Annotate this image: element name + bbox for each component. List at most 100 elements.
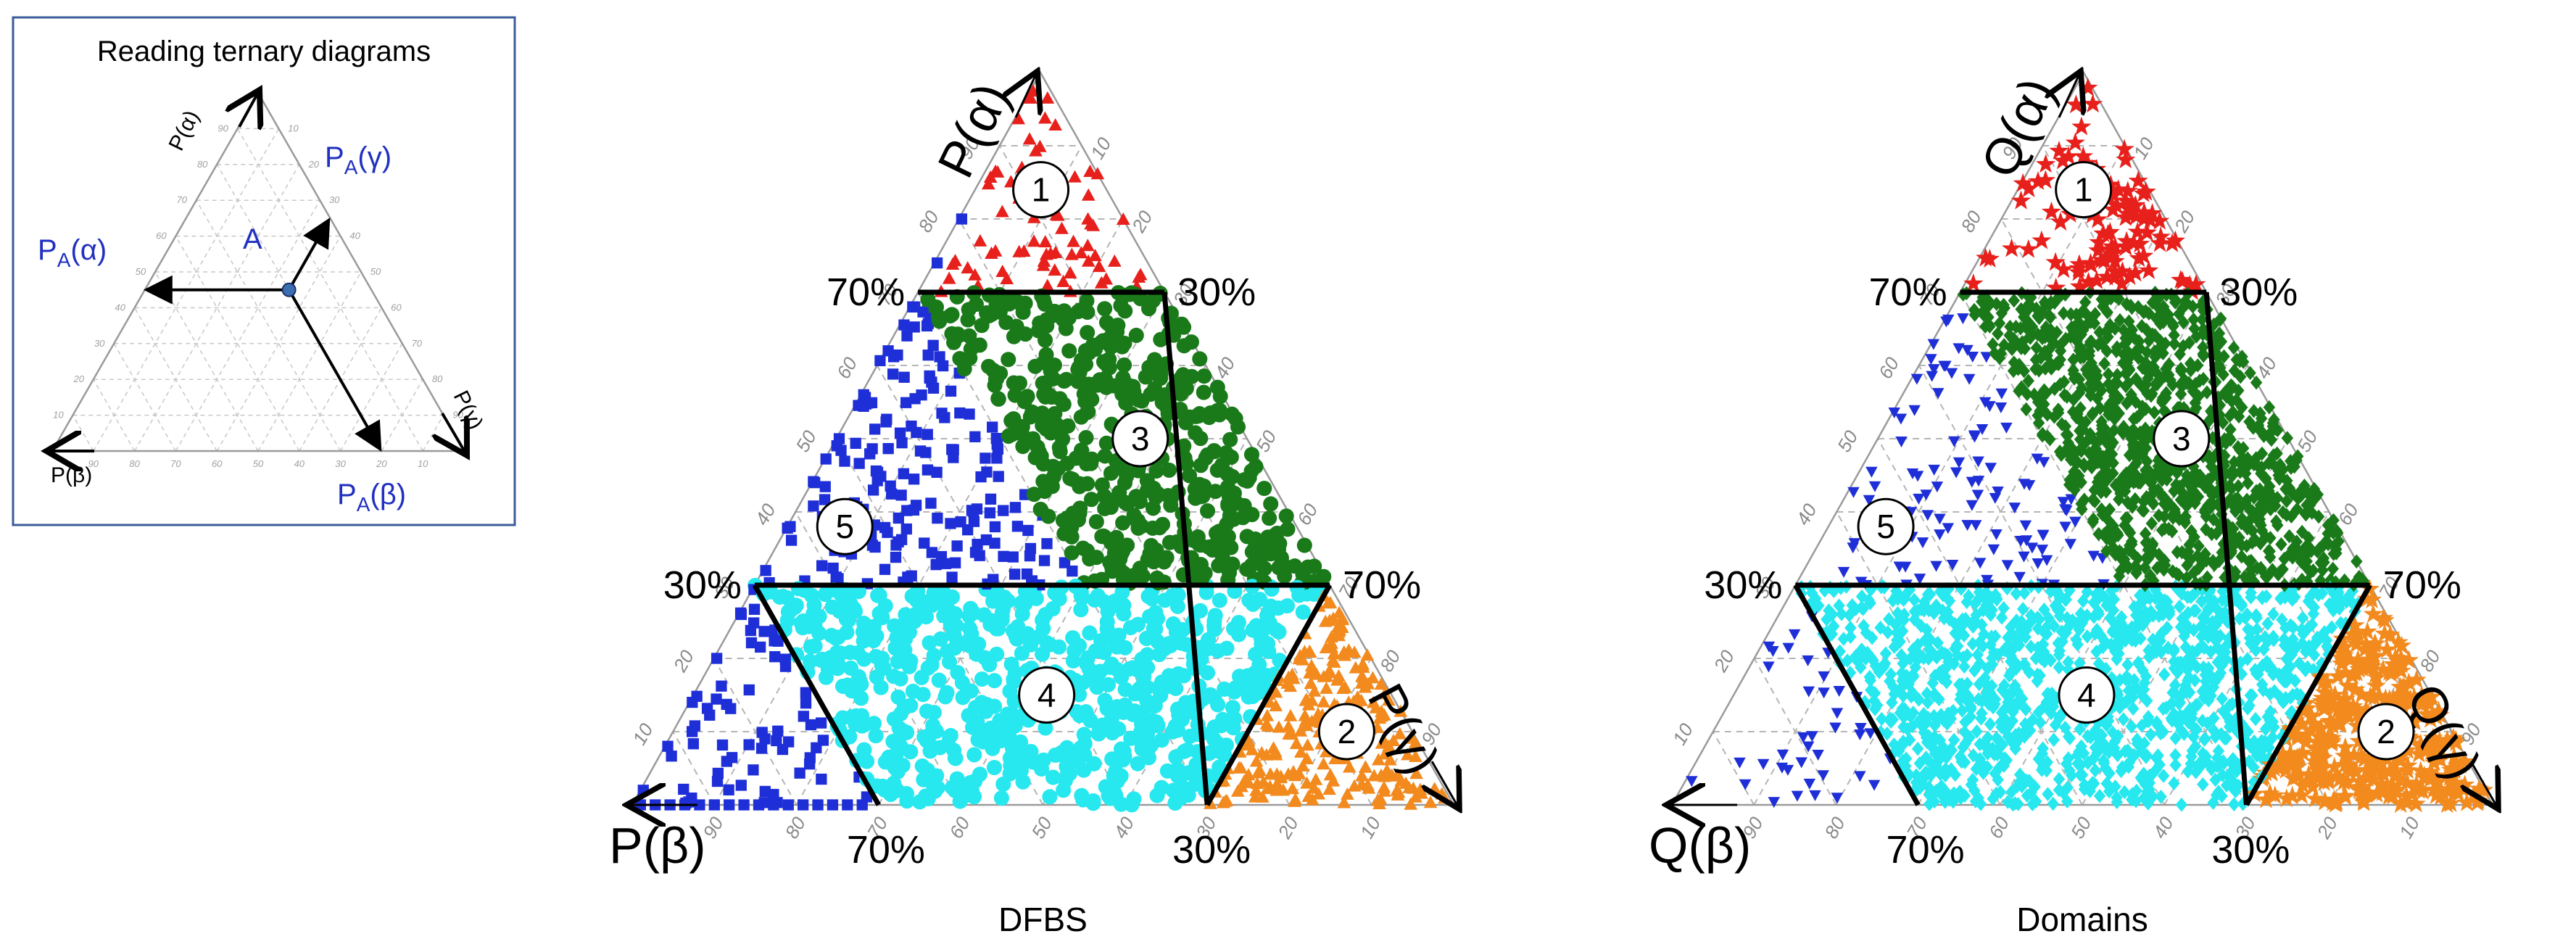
data-point: [2111, 340, 2124, 355]
data-point: [981, 177, 995, 190]
data-point: [1009, 502, 1022, 513]
data-point: [2216, 691, 2228, 706]
data-point: [2212, 744, 2225, 758]
data-point: [2351, 745, 2372, 765]
data-point: [2085, 334, 2097, 349]
data-point: [932, 740, 948, 756]
data-point: [939, 685, 955, 700]
data-point: [1995, 346, 2008, 361]
data-point: [947, 750, 963, 766]
data-point: [2302, 594, 2315, 608]
data-point: [1404, 797, 1418, 810]
chart-caption: DFBS: [998, 901, 1088, 938]
data-point: [1923, 587, 1937, 602]
data-point: [1097, 692, 1113, 708]
data-point: [2095, 421, 2108, 437]
inset-tick-label: 50: [253, 458, 264, 469]
data-point: [1289, 737, 1304, 750]
data-point: [2032, 705, 2045, 720]
data-point: [2142, 650, 2155, 664]
data-point: [689, 720, 701, 732]
data-point: [1262, 695, 1277, 708]
data-point: [1299, 714, 1313, 727]
data-point: [2268, 719, 2280, 735]
data-point: [1976, 423, 1989, 435]
data-point: [1929, 718, 1941, 733]
data-point: [868, 728, 884, 744]
data-point: [946, 334, 962, 350]
data-point: [1138, 369, 1154, 385]
inset-point-a: [281, 282, 297, 297]
data-point: [2130, 783, 2143, 798]
data-point: [1978, 758, 1990, 774]
data-point: [944, 779, 960, 795]
data-point: [2440, 759, 2461, 779]
data-point: [2065, 768, 2078, 783]
data-point: [2158, 562, 2170, 577]
data-point: [1241, 775, 1256, 788]
data-point: [2037, 741, 2049, 756]
data-point: [2078, 459, 2091, 474]
data-point: [2053, 648, 2066, 662]
tick-label-beta: 20: [1273, 813, 1303, 843]
data-point: [1913, 574, 1926, 585]
data-point: [2035, 170, 2056, 189]
data-point: [1153, 687, 1169, 703]
data-point: [1059, 455, 1075, 471]
pct-alpha-70: 70%: [827, 270, 905, 314]
data-point: [2182, 550, 2195, 565]
data-point: [2108, 592, 2121, 607]
data-point: [988, 244, 1003, 257]
data-point: [1051, 639, 1067, 655]
data-point: [1259, 716, 1274, 729]
data-point: [2102, 367, 2115, 381]
data-point: [2168, 336, 2181, 351]
data-point: [1921, 622, 1933, 637]
data-point: [2429, 780, 2449, 800]
data-point: [2093, 223, 2113, 242]
data-point: [2057, 497, 2070, 508]
data-point: [2111, 790, 2123, 805]
data-point: [898, 468, 910, 479]
data-point: [1178, 637, 1194, 653]
data-point: [1952, 343, 1965, 355]
data-point: [1865, 631, 1879, 645]
data-point: [2066, 94, 2087, 114]
data-point: [2137, 593, 2150, 608]
data-point: [887, 368, 899, 380]
data-point: [2053, 660, 2066, 675]
data-point: [2121, 396, 2133, 410]
data-point: [745, 637, 758, 649]
data-point: [926, 705, 942, 721]
data-point: [1809, 591, 1822, 606]
data-point: [2301, 621, 2314, 636]
data-point: [2137, 495, 2150, 509]
data-point: [1148, 463, 1164, 479]
data-point: [1428, 782, 1442, 795]
data-point: [2126, 701, 2140, 716]
data-point: [2152, 459, 2164, 474]
data-point: [1217, 681, 1233, 697]
data-point: [982, 616, 998, 632]
data-point: [2018, 772, 2030, 787]
data-point: [1292, 766, 1306, 779]
data-point: [858, 389, 869, 401]
data-point: [2166, 696, 2178, 711]
data-point: [2125, 719, 2138, 734]
data-point: [716, 739, 729, 751]
data-point: [1896, 701, 1909, 716]
data-point: [2221, 710, 2235, 725]
data-point: [2089, 626, 2101, 641]
data-point: [2018, 586, 2031, 600]
data-point: [2225, 394, 2238, 409]
data-point: [1929, 648, 1942, 663]
data-point: [1855, 600, 1868, 615]
data-point: [1322, 663, 1336, 677]
data-point: [2343, 588, 2356, 603]
data-point: [1038, 235, 1053, 248]
data-point: [2129, 394, 2142, 410]
data-point: [1894, 413, 1908, 425]
data-point: [914, 669, 929, 685]
data-point: [2038, 654, 2051, 669]
data-point: [2126, 206, 2147, 226]
